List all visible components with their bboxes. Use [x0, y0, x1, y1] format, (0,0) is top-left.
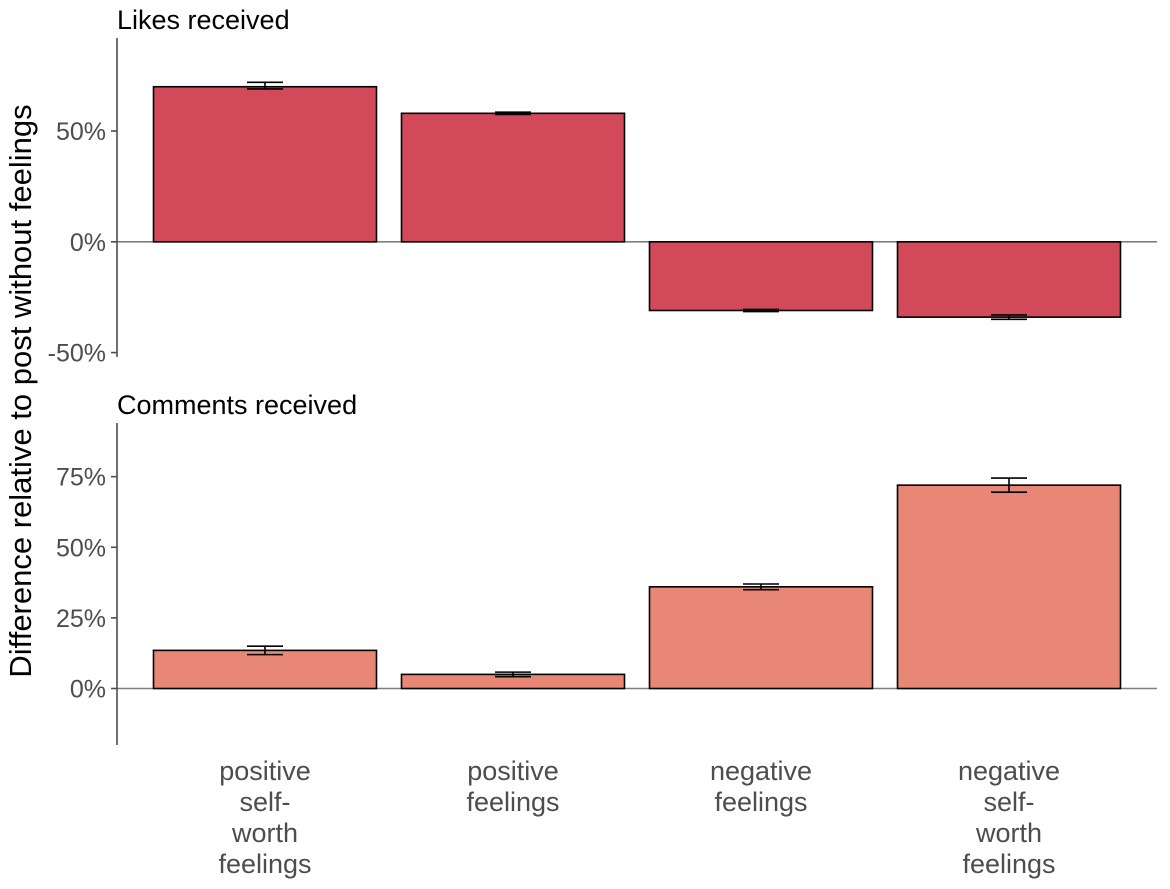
- panel-title-comments: Comments received: [117, 390, 357, 420]
- x-category-label-2: negative feelings: [710, 756, 812, 817]
- bar-likes-1: [400, 112, 626, 243]
- y-tick-label-comments-0: 0%: [70, 676, 106, 704]
- y-tick-label-likes-0: -50%: [48, 340, 106, 368]
- bar-likes-3: [896, 241, 1122, 318]
- x-category-label-1: positive feelings: [466, 756, 559, 817]
- y-axis-title: Difference relative to post without feel…: [3, 104, 38, 677]
- y-tick-label-likes-1: 0%: [70, 229, 106, 257]
- error-bar-comments-0: [247, 645, 283, 656]
- error-bar-comments-2: [743, 583, 779, 591]
- error-bar-likes-3: [991, 314, 1027, 321]
- y-tick-label-comments-3: 75%: [56, 464, 106, 492]
- x-axis: positive self-worth feelings positive feelin…: [218, 756, 1060, 879]
- x-category-label-3: negative self-worth feelings: [958, 756, 1060, 879]
- bar-comments-2: [648, 586, 874, 690]
- error-bar-likes-0: [247, 81, 283, 90]
- x-category-label-0: positive self-worth feelings: [218, 756, 311, 879]
- bar-comments-3: [896, 484, 1122, 690]
- panel-title-likes: Likes received: [117, 5, 290, 35]
- error-bar-comments-1: [495, 671, 531, 678]
- y-tick-label-likes-2: 50%: [56, 118, 106, 146]
- y-tick-label-comments-1: 25%: [56, 605, 106, 633]
- bar-comments-0: [152, 649, 378, 690]
- bar-likes-2: [648, 241, 874, 312]
- panels-layer: Likes received-50%0%50%Comments received…: [48, 5, 1157, 745]
- error-bar-likes-1: [495, 111, 531, 116]
- error-bar-likes-2: [743, 308, 779, 313]
- panel-likes: Likes received -50% 0% 50%: [48, 5, 1157, 368]
- error-bar-comments-3: [991, 477, 1027, 494]
- panel-comments: Comments received 0% 25% 50% 75%: [56, 390, 1157, 745]
- y-tick-label-comments-2: 50%: [56, 534, 106, 562]
- bar-likes-0: [152, 85, 378, 243]
